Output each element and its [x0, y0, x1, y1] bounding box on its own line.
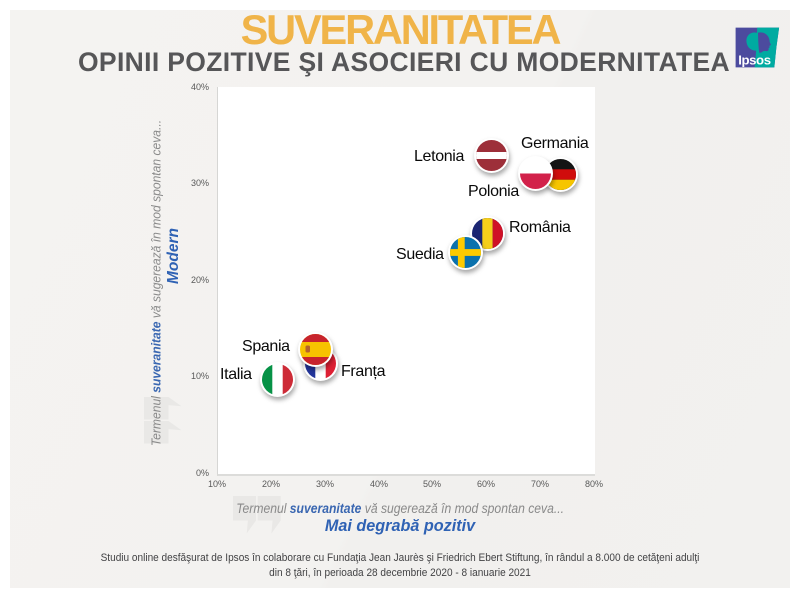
svg-text:Ipsos: Ipsos — [738, 53, 771, 68]
